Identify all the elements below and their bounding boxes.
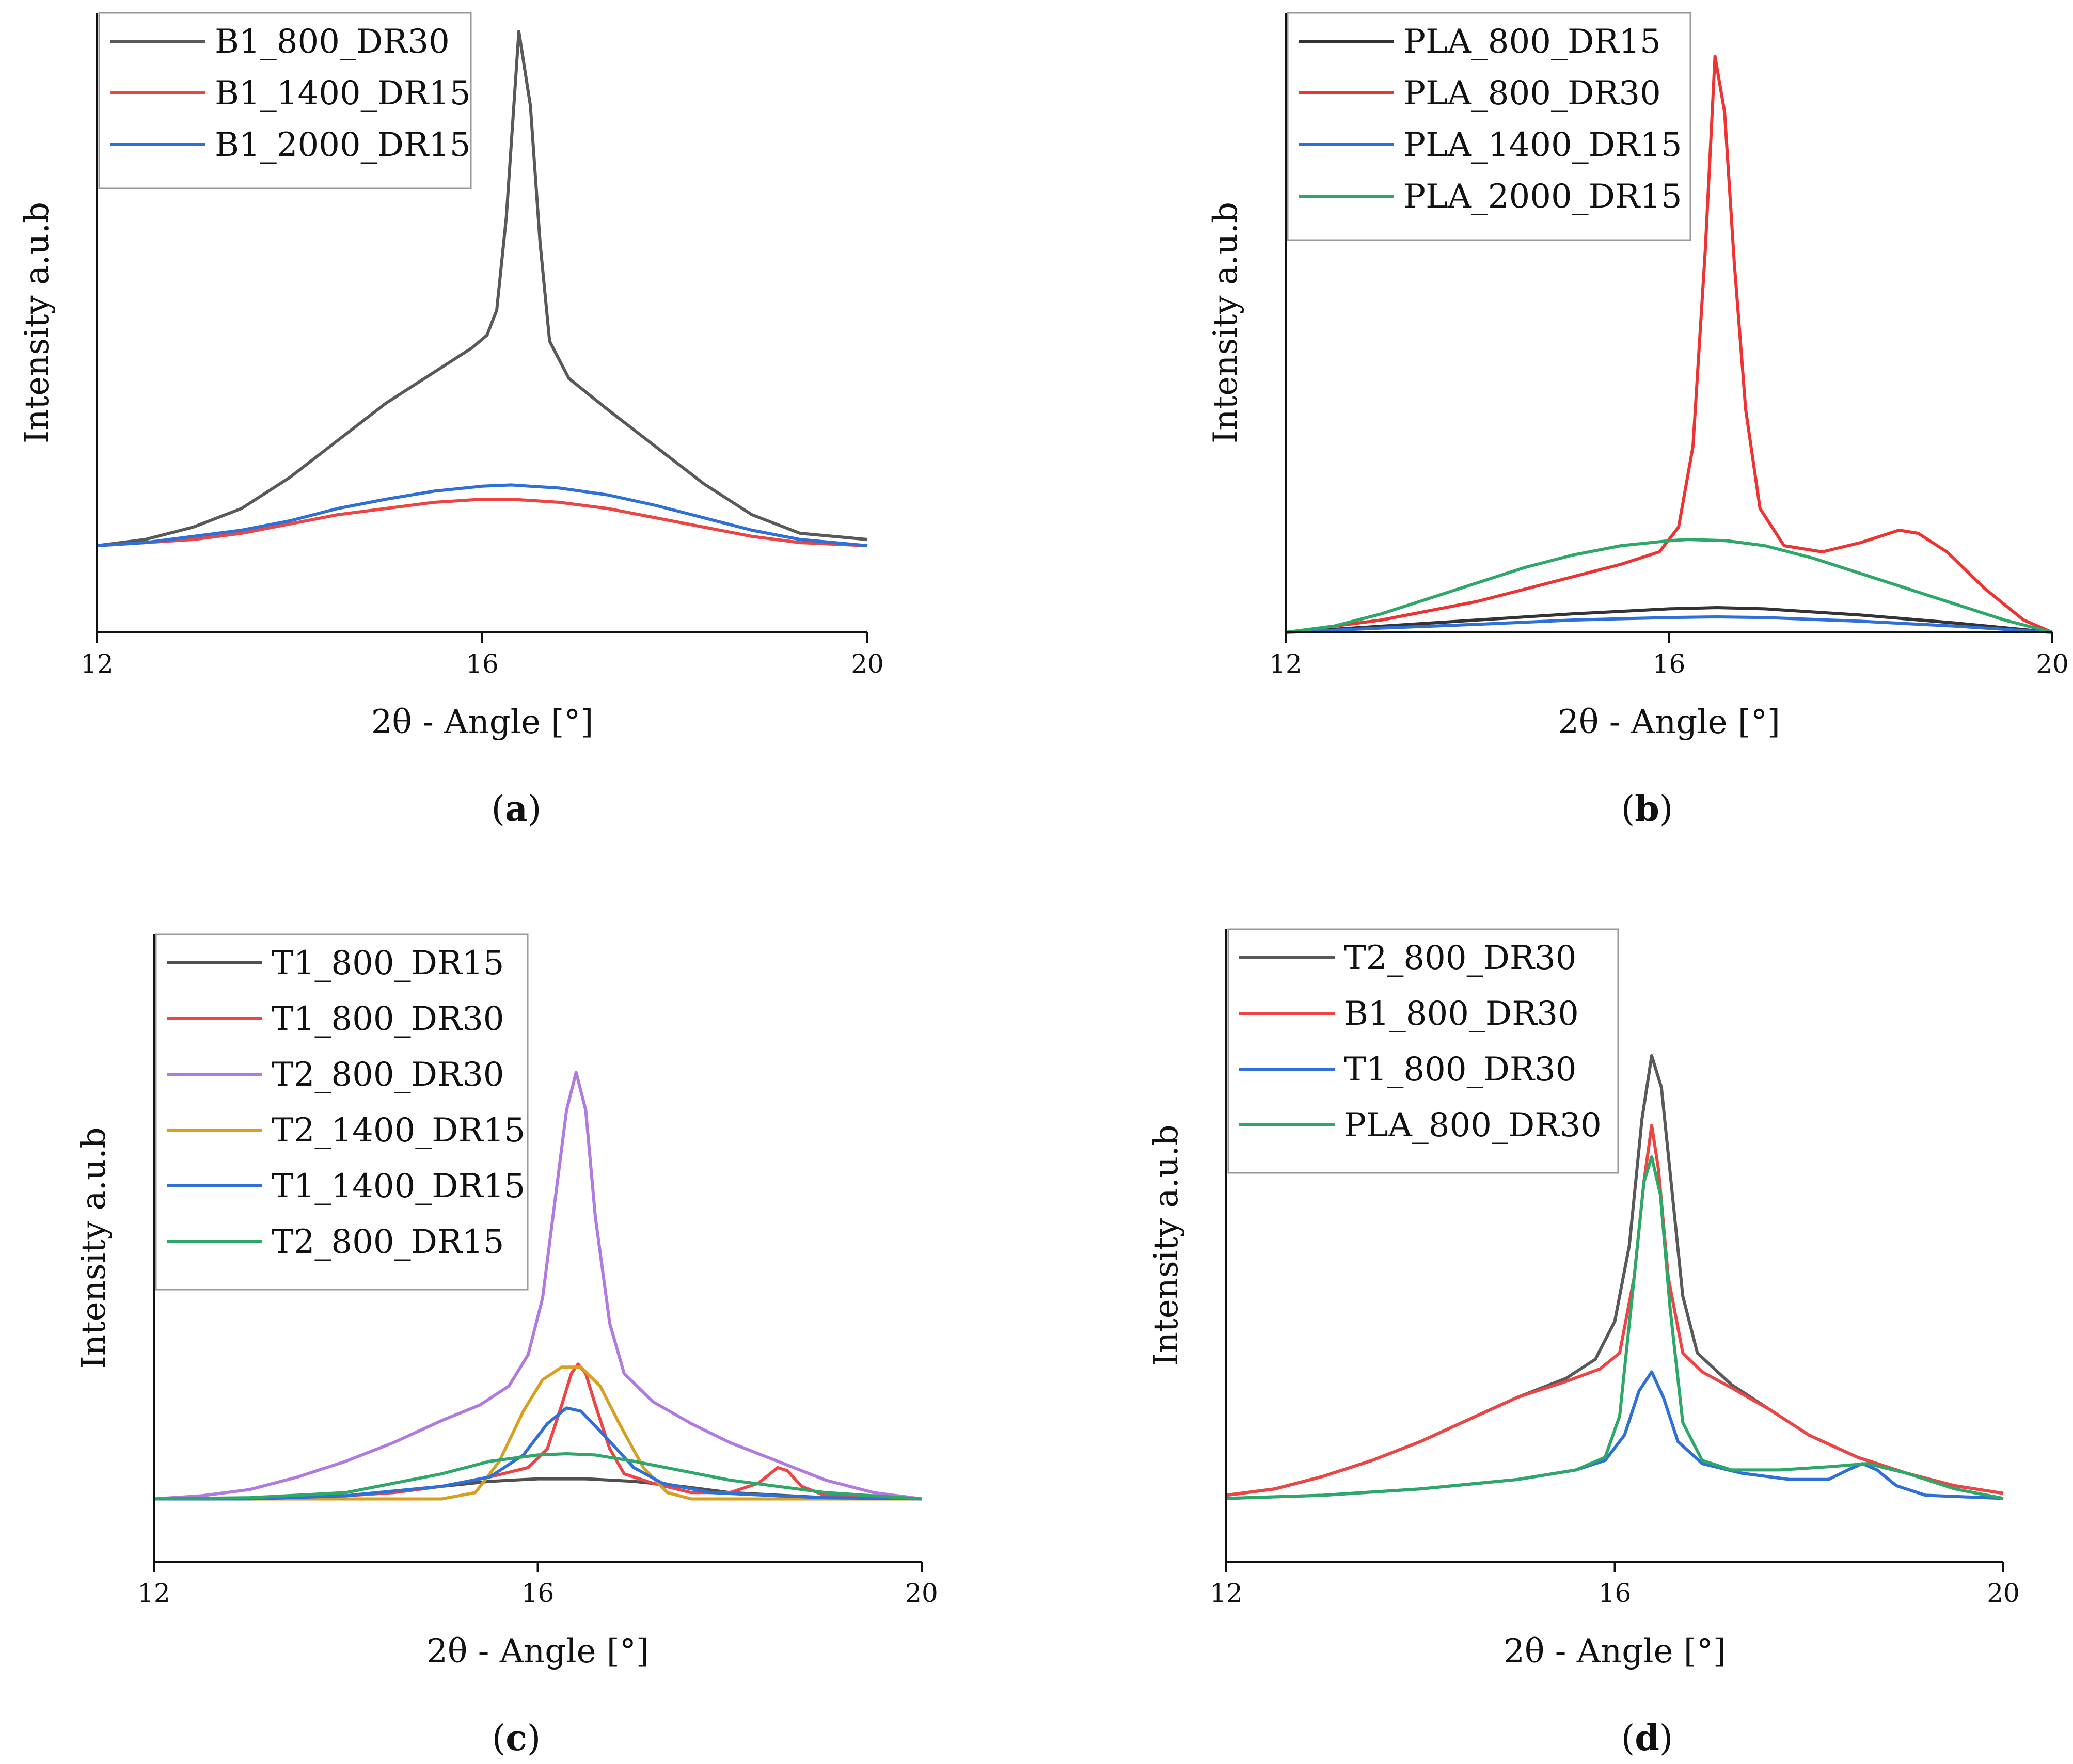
x-tick-label: 12: [81, 649, 114, 679]
panel-label-c: (c): [492, 1718, 541, 1759]
legend-label: PLA_800_DR30: [1344, 1106, 1602, 1145]
panel-a: 12 16 20 2θ - Angle [°] Intensity a.u.b B1_80…: [18, 12, 884, 741]
x-tick-label: 20: [2036, 649, 2069, 679]
legend-label: T2_800_DR15: [272, 1223, 504, 1261]
legend-label: PLA_800_DR30: [1403, 74, 1661, 113]
legend-box: [155, 933, 529, 1291]
panel-d: 12 16 20 2θ - Angle [°] Intensity a.u.b T2_80…: [1147, 928, 2020, 1671]
legend-label: PLA_800_DR15: [1403, 23, 1661, 61]
series-line-T1_800_DR30: [1226, 1370, 2004, 1500]
series-line-B1_800_DR30: [1226, 1123, 2004, 1497]
x-tick-label: 12: [137, 1578, 170, 1608]
panel-label-d: (d): [1621, 1718, 1673, 1759]
legend-label: B1_2000_DR15: [215, 126, 471, 164]
legend-label: PLA_1400_DR15: [1403, 126, 1682, 164]
x-tick-label: 16: [466, 649, 499, 679]
y-axis-label: Intensity a.u.b: [1147, 1125, 1185, 1366]
x-axis-label: 2θ - Angle [°]: [371, 703, 594, 741]
legend-label: B1_800_DR30: [1344, 995, 1579, 1033]
series-line-B1_2000_DR15: [97, 483, 868, 547]
series-line-PLA_800_DR30: [1285, 55, 2053, 634]
x-tick-label: 20: [905, 1578, 938, 1608]
x-tick-label: 16: [521, 1578, 555, 1608]
y-axis-label: Intensity a.u.b: [1207, 202, 1245, 443]
x-tick-label: 20: [851, 649, 884, 679]
x-tick-label: 20: [1987, 1578, 2020, 1608]
series-line-B1_800_DR30: [97, 30, 868, 547]
x-axis-label: 2θ - Angle [°]: [1558, 703, 1780, 741]
x-tick-label: 16: [1653, 649, 1686, 679]
legend-label: T1_800_DR30: [1344, 1051, 1577, 1089]
legend: T2_800_DR30 B1_800_DR30 T1_800_DR30 PLA_800…: [1227, 928, 1619, 1174]
panel-label-b: (b): [1621, 788, 1673, 830]
series-line-T2_800_DR30: [153, 1071, 922, 1501]
x-axis-label: 2θ - Angle [°]: [1504, 1632, 1726, 1671]
legend-label: T1_800_DR30: [272, 1000, 504, 1038]
legend-label: T2_800_DR30: [272, 1056, 504, 1094]
legend: B1_800_DR30 B1_1400_DR15 B1_2000_DR15: [98, 12, 472, 189]
series-line-T2_1400_DR15: [154, 1365, 922, 1501]
series-line-T2_800_DR15: [153, 1452, 922, 1501]
x-axis-label: 2θ - Angle [°]: [426, 1632, 649, 1671]
legend-box: [1227, 928, 1619, 1174]
series-line-PLA_1400_DR15: [1285, 615, 2053, 634]
legend-label: B1_1400_DR15: [215, 74, 471, 113]
series-line-PLA_800_DR15: [1285, 606, 2053, 634]
panel-c: 12 16 20 2θ - Angle [°] Intensity a.u.b T1_80…: [75, 933, 938, 1671]
y-axis-label: Intensity a.u.b: [18, 202, 56, 443]
legend-label: T1_1400_DR15: [272, 1167, 525, 1205]
panel-b: 12 16 20 2θ - Angle [°] Intensity a.u.b PLA_8…: [1207, 12, 2069, 741]
series-line-PLA_800_DR30: [1226, 1155, 2004, 1500]
legend: T1_800_DR15 T1_800_DR30 T2_800_DR30 T2_1400…: [155, 933, 529, 1291]
legend-label: T2_800_DR30: [1344, 939, 1577, 977]
series-line-B1_1400_DR15: [97, 498, 868, 547]
y-axis-label: Intensity a.u.b: [75, 1127, 113, 1369]
legend-label: T2_1400_DR15: [272, 1111, 525, 1150]
x-tick-label: 12: [1210, 1578, 1243, 1608]
legend: PLA_800_DR15 PLA_800_DR30 PLA_1400_DR15 PLA…: [1287, 12, 1691, 241]
legend-label: PLA_2000_DR15: [1403, 178, 1682, 216]
x-tick-label: 12: [1269, 649, 1302, 679]
series-line-T1_1400_DR15: [154, 1406, 922, 1501]
panel-label-a: (a): [491, 788, 541, 830]
legend-box: [1287, 12, 1691, 241]
legend-label: B1_800_DR30: [215, 23, 450, 61]
x-tick-label: 16: [1599, 1578, 1632, 1608]
legend-label: T1_800_DR15: [272, 944, 504, 982]
series-line-PLA_2000_DR15: [1285, 538, 2053, 634]
